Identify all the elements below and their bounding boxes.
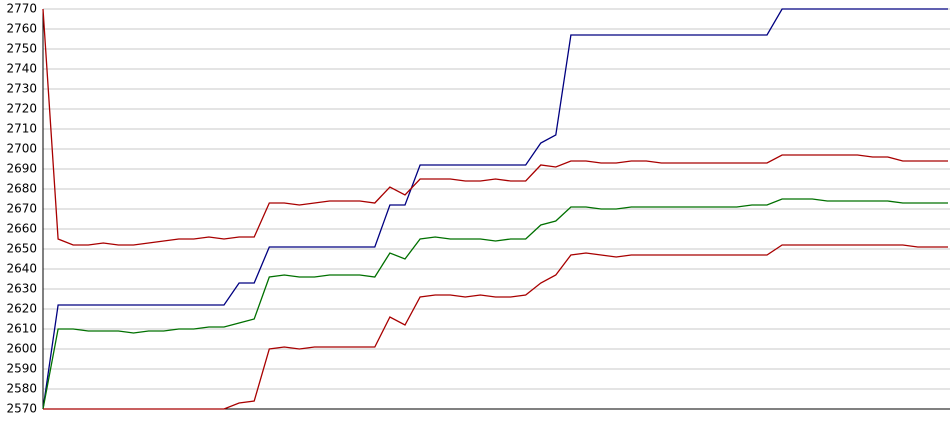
y-tick-label: 2600 (6, 342, 37, 356)
y-tick-label: 2610 (6, 322, 37, 336)
y-tick-label: 2770 (6, 2, 37, 16)
series-line (43, 244, 948, 410)
y-tick-label: 2650 (6, 242, 37, 256)
series-line (42, 8, 948, 246)
y-tick-label: 2660 (6, 222, 37, 236)
y-tick-label: 2670 (6, 202, 37, 216)
y-tick-label: 2590 (6, 362, 37, 376)
y-tick-label: 2640 (6, 262, 37, 276)
y-tick-label: 2690 (6, 162, 37, 176)
y-tick-label: 2750 (6, 42, 37, 56)
y-tick-label: 2740 (6, 62, 37, 76)
y-tick-label: 2630 (6, 282, 37, 296)
y-tick-label: 2620 (6, 302, 37, 316)
series-line (42, 198, 948, 410)
y-tick-label: 2680 (6, 182, 37, 196)
y-tick-label: 2730 (6, 82, 37, 96)
y-tick-label: 2720 (6, 102, 37, 116)
y-tick-label: 2710 (6, 122, 37, 136)
y-tick-label: 2700 (6, 142, 37, 156)
y-tick-label: 2570 (6, 402, 37, 416)
y-tick-label: 2580 (6, 382, 37, 396)
y-tick-label: 2760 (6, 22, 37, 36)
series-line (42, 8, 948, 410)
